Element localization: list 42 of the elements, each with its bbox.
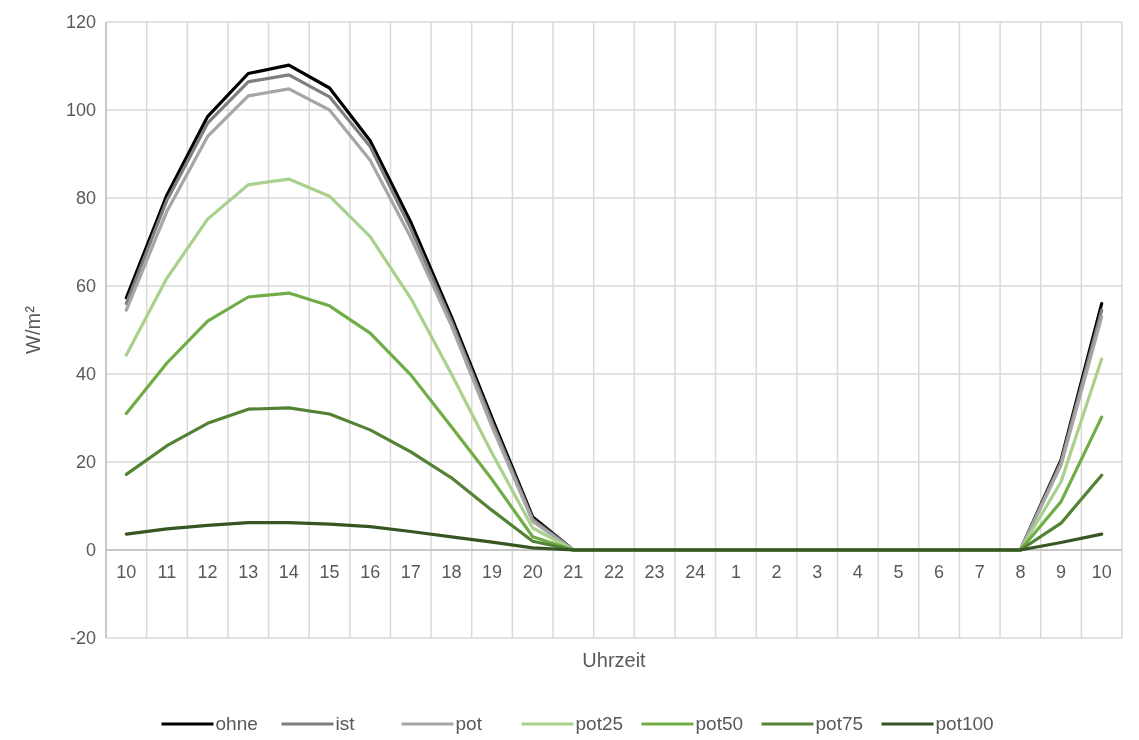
x-tick-label: 9 <box>1056 562 1067 582</box>
x-tick-label: 6 <box>934 562 945 582</box>
legend-label: pot75 <box>815 713 864 734</box>
y-tick-label: 20 <box>75 452 96 473</box>
y-tick-label: 40 <box>75 364 96 385</box>
legend-label: pot100 <box>935 713 994 734</box>
x-tick-label: 15 <box>319 562 340 582</box>
x-tick-label: 13 <box>238 562 259 582</box>
x-tick-label: 10 <box>116 562 137 582</box>
x-tick-label: 10 <box>1091 562 1112 582</box>
x-tick-label: 19 <box>482 562 503 582</box>
x-tick-label: 24 <box>685 562 706 582</box>
x-tick-label: 8 <box>1015 562 1026 582</box>
x-tick-label: 7 <box>974 562 985 582</box>
x-tick-label: 1 <box>730 562 741 582</box>
legend-label: ist <box>335 713 356 734</box>
y-tick-label: 100 <box>65 100 96 121</box>
x-tick-label: 17 <box>400 562 421 582</box>
y-tick-label: 60 <box>75 276 96 297</box>
x-tick-label: 5 <box>893 562 904 582</box>
x-tick-label: 22 <box>603 562 625 582</box>
x-tick-label: 20 <box>522 562 543 582</box>
y-tick-label: -20 <box>69 628 96 649</box>
legend-label: pot50 <box>695 713 744 734</box>
legend-label: pot <box>455 713 483 734</box>
x-tick-label: 2 <box>771 562 782 582</box>
x-tick-label: 14 <box>278 562 299 582</box>
legend-label: pot25 <box>575 713 624 734</box>
x-tick-label: 18 <box>441 562 462 582</box>
x-tick-label: 11 <box>157 562 177 582</box>
x-tick-label: 23 <box>644 562 665 582</box>
legend-label: ohne <box>215 713 258 734</box>
x-tick-label: 3 <box>812 562 823 582</box>
y-axis-title: W/m² <box>22 305 44 354</box>
y-tick-label: 0 <box>85 540 96 561</box>
x-tick-label: 4 <box>852 562 863 582</box>
y-tick-label: 80 <box>75 188 96 209</box>
x-axis-title: Uhrzeit <box>582 649 647 671</box>
y-tick-label: 120 <box>65 12 96 33</box>
x-tick-label: 12 <box>197 562 218 582</box>
x-tick-label: 21 <box>563 562 584 582</box>
x-tick-label: 16 <box>360 562 381 582</box>
